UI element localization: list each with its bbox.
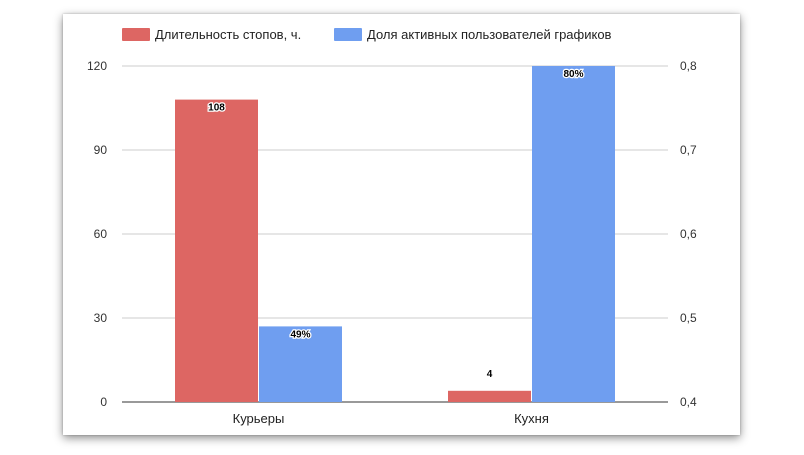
y-right-tick-label: 0,4 (680, 395, 697, 409)
data-label: 108 (208, 103, 225, 114)
data-labels: 108 49% 4 80% (207, 68, 585, 381)
y-left-tick-label: 120 (87, 59, 107, 73)
y-right-tick-label: 0,7 (680, 143, 697, 157)
bar-stop-duration (448, 390, 531, 402)
legend-swatch (122, 28, 150, 41)
data-label: 4 (487, 369, 493, 380)
legend: Длительность стопов, ч. Доля активных пол… (122, 27, 612, 42)
y-left-tick-label: 90 (94, 143, 108, 157)
y-right-tick-label: 0,6 (680, 227, 697, 241)
y-axis-right: 0,4 0,5 0,6 0,7 0,8 (680, 59, 697, 409)
y-left-tick-label: 30 (94, 311, 108, 325)
y-right-tick-label: 0,5 (680, 311, 697, 325)
y-right-tick-label: 0,8 (680, 59, 697, 73)
y-left-tick-label: 0 (100, 395, 107, 409)
x-category-label: Курьеры (233, 411, 285, 426)
legend-label: Доля активных пользователей графиков (367, 27, 612, 42)
data-label: 80% (563, 69, 583, 80)
x-category-label: Кухня (514, 411, 549, 426)
data-label: 49% (290, 329, 310, 340)
legend-label: Длительность стопов, ч. (155, 27, 301, 42)
bar-stop-duration (175, 99, 258, 402)
x-axis: Курьеры Кухня (233, 411, 549, 426)
bar-active-users-share (259, 326, 342, 402)
bars (175, 66, 615, 402)
y-axis-left: 0 30 60 90 120 (87, 59, 107, 409)
y-left-tick-label: 60 (94, 227, 108, 241)
bar-active-users-share (532, 66, 615, 402)
legend-swatch (334, 28, 362, 41)
